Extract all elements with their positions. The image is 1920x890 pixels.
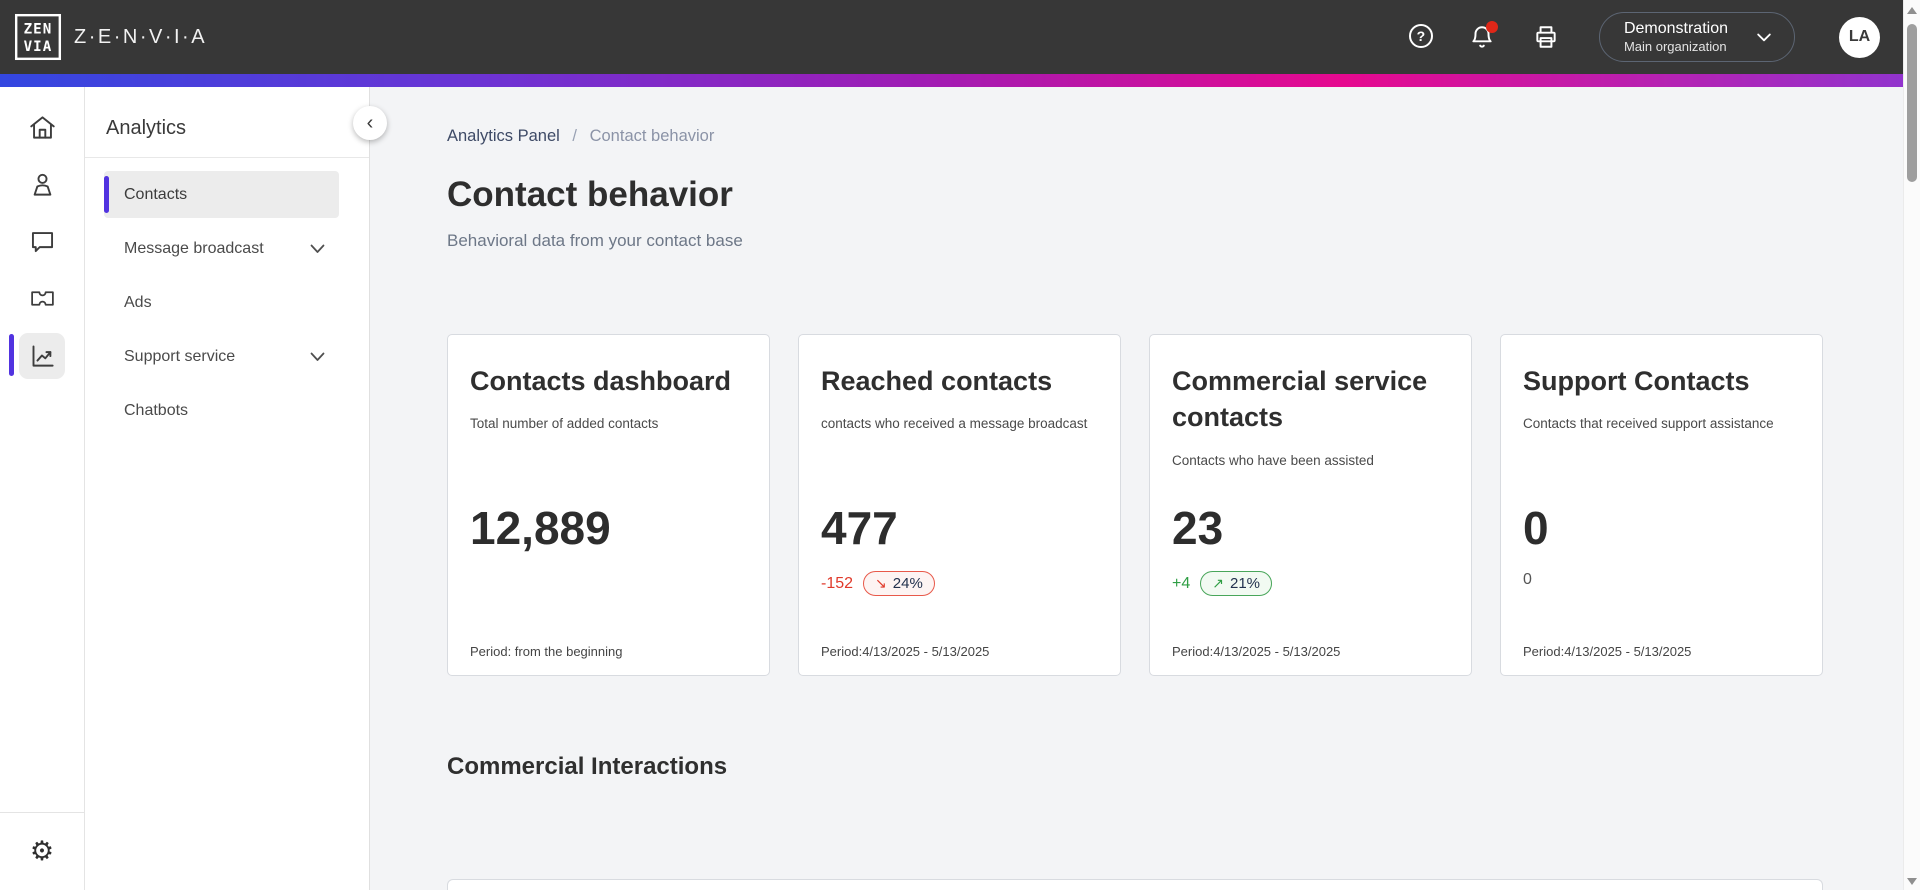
- card-title: Reached contacts: [821, 366, 1053, 396]
- card-subtitle: Contacts who have been assisted: [1172, 452, 1374, 468]
- section-title-commercial-interactions: Commercial Interactions: [447, 753, 728, 780]
- card-value: 23: [1172, 502, 1224, 554]
- chevron-down-icon: [310, 244, 325, 253]
- scrollbar-thumb[interactable]: [1907, 24, 1917, 182]
- delta-percent: 24%: [892, 575, 923, 592]
- card-period: Period: from the beginning: [470, 644, 623, 659]
- card-subtitle: Total number of added contacts: [470, 416, 659, 432]
- trend-down-arrow-icon: ↘: [875, 575, 887, 591]
- card-period: Period:4/13/2025 - 5/13/2025: [821, 644, 990, 659]
- sidebar-item-message-broadcast[interactable]: Message broadcast: [104, 225, 339, 272]
- card-period: Period:4/13/2025 - 5/13/2025: [1523, 644, 1692, 659]
- sidebar-item-contacts[interactable]: Contacts: [104, 171, 339, 218]
- breadcrumb: Analytics Panel / Contact behavior: [447, 125, 1903, 147]
- zenvia-logo-icon[interactable]: ZEN VIA: [14, 13, 62, 61]
- delta-percent: 21%: [1229, 575, 1261, 592]
- breadcrumb-analytics-panel[interactable]: Analytics Panel: [447, 127, 560, 145]
- svg-text:VIA: VIA: [24, 39, 53, 55]
- main-content: Analytics Panel / Contact behavior Conta…: [370, 87, 1903, 890]
- organization-name: Demonstration: [1623, 19, 1728, 37]
- home-icon: [29, 116, 55, 139]
- page-subtitle: Behavioral data from your contact base: [447, 231, 743, 250]
- delta-value: +4: [1172, 574, 1191, 592]
- card-title: Contacts dashboard: [470, 366, 732, 396]
- user-avatar[interactable]: LA: [1839, 16, 1880, 58]
- sidebar-item-chatbots[interactable]: Chatbots: [124, 401, 189, 419]
- svg-text:ZEN: ZEN: [24, 22, 53, 38]
- delta-badge: ↘ 24%: [863, 571, 935, 596]
- sidebar-collapse-button[interactable]: ‹: [353, 106, 387, 140]
- print-icon[interactable]: [1533, 24, 1559, 50]
- analytics-chart-icon: [32, 345, 54, 367]
- rail-item-conversations[interactable]: [0, 213, 84, 270]
- breadcrumb-separator: /: [572, 127, 577, 145]
- scrollbar-up-arrow-icon[interactable]: [1907, 7, 1917, 14]
- sidebar-divider: [85, 157, 369, 158]
- organization-switcher[interactable]: Demonstration Main organization: [1598, 12, 1795, 62]
- breadcrumb-current: Contact behavior: [589, 127, 715, 145]
- commercial-interactions-card-partial: [447, 879, 1823, 890]
- person-icon: [33, 173, 51, 196]
- rail-bottom-section: ⚙: [0, 812, 84, 890]
- delta-value: -152: [821, 574, 854, 592]
- sidebar-item-ads[interactable]: Ads: [124, 293, 152, 311]
- page-title: Contact behavior: [447, 175, 733, 214]
- card-value: 12,889: [470, 502, 611, 554]
- card-value: 0: [1523, 502, 1549, 554]
- card-title: Commercial service contacts: [1172, 366, 1428, 433]
- card-period: Period:4/13/2025 - 5/13/2025: [1172, 644, 1341, 659]
- brand-gradient-bar: [0, 74, 1920, 87]
- card-secondary-value: 0: [1523, 571, 1532, 588]
- rail-item-analytics[interactable]: [0, 327, 84, 384]
- analytics-sidebar: Analytics Contacts Message broadcast Ads…: [85, 87, 370, 890]
- card-reached-contacts: Reached contacts contacts who received a…: [798, 334, 1121, 676]
- rail-item-campaigns[interactable]: [0, 270, 84, 327]
- chat-bubble-icon: [31, 232, 53, 253]
- chevron-left-icon: ‹: [366, 111, 374, 134]
- card-contacts-dashboard: Contacts dashboard Total number of added…: [447, 334, 770, 676]
- ticket-icon: [30, 291, 54, 306]
- delta-row: +4 ↗ 21%: [1172, 571, 1273, 596]
- rail-item-contacts[interactable]: [0, 156, 84, 213]
- scrollbar-down-arrow-icon[interactable]: [1907, 878, 1917, 885]
- organization-subtitle: Main organization: [1623, 38, 1727, 54]
- help-icon[interactable]: ?: [1408, 24, 1435, 50]
- sidebar-title: Analytics: [106, 117, 187, 139]
- chevron-down-icon: [1757, 33, 1771, 42]
- notification-badge-dot: [1485, 21, 1498, 33]
- card-subtitle: Contacts that received support assistanc…: [1523, 416, 1774, 432]
- delta-badge: ↗ 21%: [1200, 571, 1273, 596]
- card-support-contacts: Support Contacts Contacts that received …: [1500, 334, 1823, 676]
- trend-up-arrow-icon: ↗: [1212, 575, 1224, 591]
- settings-gear-icon[interactable]: ⚙: [29, 836, 55, 866]
- card-value: 477: [821, 502, 898, 554]
- page-scrollbar[interactable]: [1903, 0, 1920, 890]
- notifications-bell-icon[interactable]: [1469, 21, 1498, 50]
- card-title: Support Contacts: [1523, 366, 1750, 396]
- card-commercial-service-contacts: Commercial service contacts Contacts who…: [1149, 334, 1472, 676]
- rail-item-home[interactable]: [0, 99, 84, 156]
- brand-wordmark: Z·E·N·V·I·A: [74, 25, 208, 48]
- icon-rail: ⚙: [0, 87, 85, 890]
- chevron-down-icon: [310, 352, 325, 361]
- card-subtitle: contacts who received a message broadcas…: [821, 416, 1088, 432]
- kpi-card-row: Contacts dashboard Total number of added…: [447, 334, 1903, 676]
- top-header: ZEN VIA Z·E·N·V·I·A ? Demonstration Main…: [0, 0, 1920, 74]
- delta-row: -152 ↘ 24%: [821, 571, 935, 596]
- sidebar-item-support-service[interactable]: Support service: [104, 333, 339, 380]
